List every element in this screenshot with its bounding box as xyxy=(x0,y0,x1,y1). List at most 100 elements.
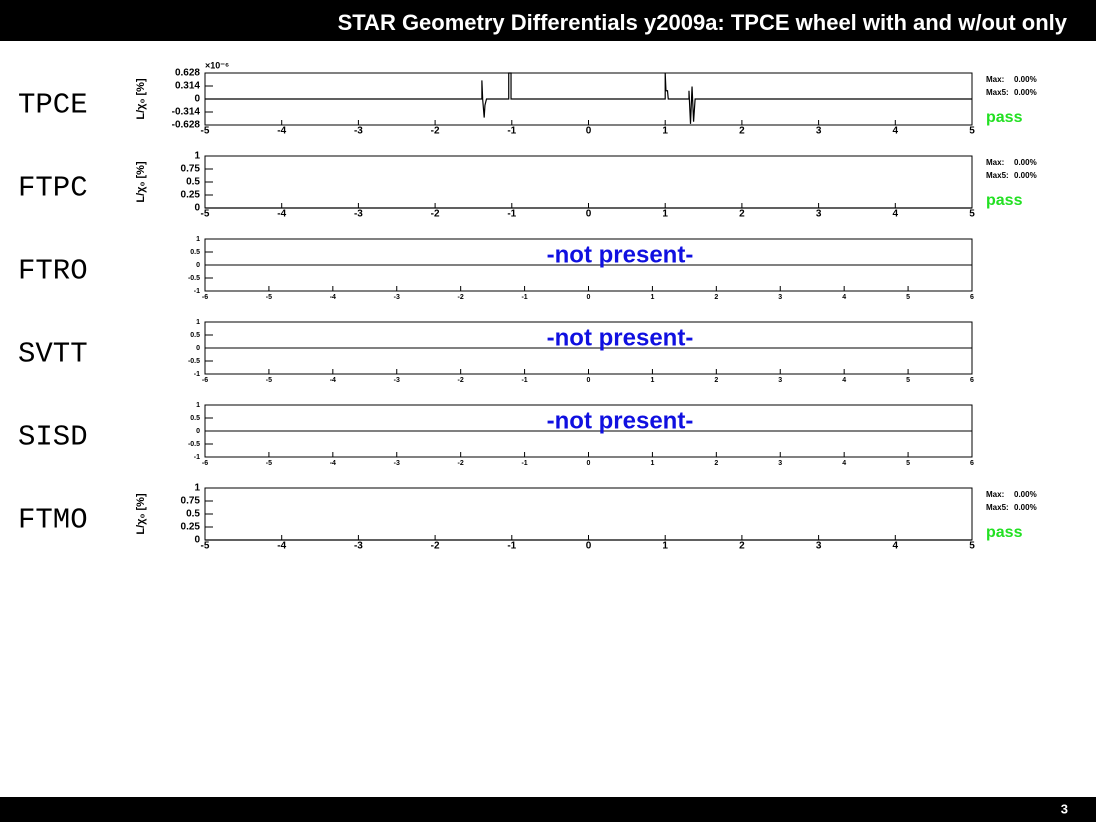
x-tick-label: -6 xyxy=(202,294,208,301)
x-tick-label: 6 xyxy=(970,460,974,467)
stat-value: 0.00% xyxy=(1014,490,1037,499)
header-title: STAR Geometry Differentials y2009a: TPCE… xyxy=(338,10,1068,35)
stat-value: 0.00% xyxy=(1014,75,1037,84)
y-exponent: ×10⁻⁶ xyxy=(205,60,229,70)
chart-panel: SVTT -6 -5 -4 -3 -2 -1 0 1 2 3 4 5 6 -1 -0.5 0 0.5 1 -not p… xyxy=(18,319,974,384)
x-tick-label: -5 xyxy=(201,541,210,552)
y-axis-label: L/χ₀ [%] xyxy=(135,493,147,535)
y-tick-label: -1 xyxy=(194,371,200,378)
status: pass xyxy=(986,109,1023,126)
stat-value: 0.00% xyxy=(1014,158,1037,167)
not-present-note: -not present- xyxy=(547,241,694,268)
x-tick-label: 4 xyxy=(893,541,899,552)
x-tick-label: -3 xyxy=(394,460,400,467)
x-tick-label: -3 xyxy=(394,294,400,301)
y-tick-label: 0.5 xyxy=(190,415,200,422)
x-tick-label: -4 xyxy=(277,209,286,220)
data-line xyxy=(205,72,972,124)
x-tick-label: 2 xyxy=(714,294,718,301)
x-tick-label: 3 xyxy=(816,209,822,220)
x-tick-label: -6 xyxy=(202,377,208,384)
x-tick-label: -6 xyxy=(202,460,208,467)
x-tick-label: 6 xyxy=(970,294,974,301)
row-label: FTPC xyxy=(18,172,88,205)
x-tick-label: 5 xyxy=(969,541,975,552)
y-tick-label: -1 xyxy=(194,288,200,295)
stat-value: 0.00% xyxy=(1014,503,1037,512)
y-tick-label: 0.75 xyxy=(181,164,201,175)
y-tick-label: 0.5 xyxy=(190,249,200,256)
x-tick-label: -4 xyxy=(330,377,336,384)
x-tick-label: 4 xyxy=(842,460,846,467)
x-tick-label: -2 xyxy=(431,126,440,137)
stat-name: Max5: xyxy=(986,503,1009,512)
x-tick-label: 2 xyxy=(739,209,745,220)
x-tick-label: 2 xyxy=(739,541,745,552)
chart-panel: SISD -6 -5 -4 -3 -2 -1 0 1 2 3 4 5 6 -1 -0.5 0 0.5 1 -not p… xyxy=(18,402,974,467)
x-tick-label: 5 xyxy=(969,126,975,137)
chart-panel: FTRO -6 -5 -4 -3 -2 -1 0 1 2 3 4 5 6 -1 -0.5 0 0.5 1 -not p… xyxy=(18,236,974,301)
x-tick-label: -3 xyxy=(394,377,400,384)
x-tick-label: 4 xyxy=(842,377,846,384)
chart-panel: TPCE -5 -4 -3 -2 -1 0 1 2 3 4 5 -0.628 -0.314 0 0.314 0.… xyxy=(18,60,1037,136)
x-tick-label: -1 xyxy=(521,460,527,467)
chart-panel: FTPC -5 -4 -3 -2 -1 0 1 2 3 4 5 0 0.25 0.5 0.75 1 L/χ₀ [%… xyxy=(18,151,1037,220)
y-tick-label: 0 xyxy=(194,94,200,105)
x-tick-label: 0 xyxy=(586,126,592,137)
not-present-note: -not present- xyxy=(547,407,694,434)
x-tick-label: -2 xyxy=(458,377,464,384)
stat-name: Max: xyxy=(986,490,1004,499)
x-tick-label: 5 xyxy=(906,377,910,384)
y-tick-label: 0.314 xyxy=(175,81,200,92)
stat-name: Max: xyxy=(986,75,1004,84)
y-tick-label: -1 xyxy=(194,454,200,461)
x-tick-label: 5 xyxy=(906,294,910,301)
footer-bar xyxy=(0,797,1096,822)
x-tick-label: -4 xyxy=(277,126,286,137)
y-tick-label: 0 xyxy=(194,203,200,214)
x-tick-label: -3 xyxy=(354,209,363,220)
x-tick-label: 6 xyxy=(970,377,974,384)
x-tick-label: -5 xyxy=(266,294,272,301)
x-tick-label: -1 xyxy=(521,294,527,301)
x-tick-label: 0 xyxy=(586,541,592,552)
y-tick-label: 0 xyxy=(194,535,200,546)
chart-panel: FTMO -5 -4 -3 -2 -1 0 1 2 3 4 5 0 0.25 0.5 0.75 1 L/χ₀ [%… xyxy=(18,483,1037,552)
header-bar xyxy=(0,0,1096,41)
x-tick-label: 0 xyxy=(587,460,591,467)
x-tick-label: 3 xyxy=(816,126,822,137)
y-tick-label: 0 xyxy=(196,428,200,435)
y-tick-label: 0.75 xyxy=(181,496,201,507)
y-tick-label: 0.25 xyxy=(181,522,201,533)
x-tick-label: 0 xyxy=(587,294,591,301)
row-label: TPCE xyxy=(18,89,88,122)
y-axis-label: L/χ₀ [%] xyxy=(135,161,147,203)
y-tick-label: 0.5 xyxy=(186,509,200,520)
x-tick-label: 4 xyxy=(842,294,846,301)
y-tick-label: 0.628 xyxy=(175,68,200,79)
x-tick-label: -2 xyxy=(458,460,464,467)
y-axis-label: L/χ₀ [%] xyxy=(135,78,147,120)
x-tick-label: 3 xyxy=(816,541,822,552)
y-tick-label: 1 xyxy=(194,151,200,162)
x-tick-label: -4 xyxy=(277,541,286,552)
x-tick-label: -1 xyxy=(507,126,516,137)
x-tick-label: -4 xyxy=(330,294,336,301)
stat-value: 0.00% xyxy=(1014,171,1037,180)
y-tick-label: 0.5 xyxy=(190,332,200,339)
status: pass xyxy=(986,192,1023,209)
x-tick-label: 2 xyxy=(739,126,745,137)
x-tick-label: 2 xyxy=(714,377,718,384)
x-tick-label: 1 xyxy=(662,209,668,220)
x-tick-label: 1 xyxy=(650,377,654,384)
x-tick-label: -5 xyxy=(266,460,272,467)
x-tick-label: 1 xyxy=(650,294,654,301)
x-tick-label: 4 xyxy=(893,209,899,220)
row-label: FTRO xyxy=(18,255,88,288)
row-label: FTMO xyxy=(18,504,88,537)
x-tick-label: 3 xyxy=(778,377,782,384)
y-tick-label: 1 xyxy=(194,483,200,494)
y-tick-label: 1 xyxy=(196,236,200,243)
